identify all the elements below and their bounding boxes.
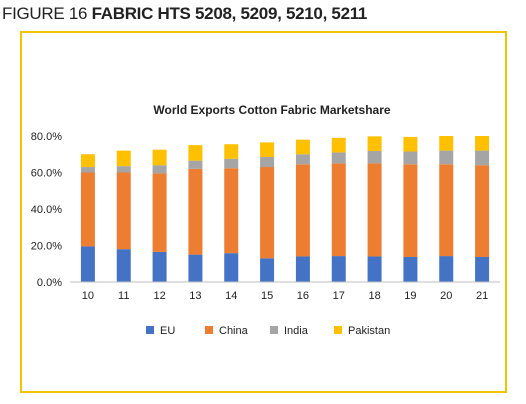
x-tick-label: 14	[225, 290, 237, 302]
bar-segment-eu	[367, 256, 382, 282]
bar-segment-pakistan	[403, 136, 418, 152]
legend: EU China India Pakistan	[146, 325, 390, 337]
bar-segment-eu	[331, 256, 346, 282]
bar-segment-india	[260, 156, 275, 168]
x-tick-label: 16	[297, 290, 309, 302]
bar-segment-india	[475, 150, 490, 166]
legend-label-pakistan: Pakistan	[348, 325, 390, 337]
bar-segment-china	[439, 164, 454, 257]
bar-segment-eu	[475, 256, 490, 282]
bar-segment-eu	[260, 258, 275, 282]
bar-segment-pakistan	[260, 142, 275, 157]
bar-segment-china	[188, 168, 203, 255]
y-tick-label: 80.0%	[31, 131, 62, 143]
legend-swatch-china	[205, 326, 213, 334]
bar-segment-pakistan	[331, 137, 346, 153]
bar-segment-china	[367, 163, 382, 257]
legend-swatch-india	[270, 326, 278, 334]
bar-segment-china	[224, 168, 239, 254]
x-axis: 10 11 12 13 14 15 16 17 18 19 20 21	[82, 290, 488, 302]
y-tick-label: 0.0%	[37, 277, 62, 289]
bar-segment-pakistan	[80, 154, 95, 168]
legend-label-china: China	[219, 325, 249, 337]
bar-segment-pakistan	[295, 139, 310, 155]
x-tick-label: 21	[476, 290, 488, 302]
x-tick-label: 17	[333, 290, 345, 302]
bar-segment-eu	[80, 246, 95, 282]
bar-segment-pakistan	[367, 136, 382, 151]
figure-heading: FIGURE 16 FABRIC HTS 5208, 5209, 5210, 5…	[2, 4, 367, 24]
bar-segment-india	[152, 165, 167, 174]
x-tick-label: 11	[118, 290, 129, 302]
bar-segment-eu	[403, 256, 418, 282]
bar-segment-india	[295, 154, 310, 165]
bar-segment-eu	[188, 254, 203, 282]
legend-label-eu: EU	[160, 325, 175, 337]
y-tick-label: 60.0%	[31, 168, 62, 180]
x-tick-label: 15	[261, 290, 273, 302]
bar-segment-china	[260, 167, 275, 259]
x-tick-label: 19	[404, 290, 416, 302]
chart-title: World Exports Cotton Fabric Marketshare	[153, 103, 390, 117]
x-tick-label: 20	[440, 290, 452, 302]
x-tick-label: 12	[153, 290, 165, 302]
legend-swatch-pakistan	[334, 326, 342, 334]
legend-label-india: India	[284, 325, 309, 337]
bar-segment-pakistan	[188, 145, 203, 161]
bar-segment-india	[224, 158, 239, 169]
bar-segment-india	[80, 167, 95, 173]
legend-swatch-eu	[146, 326, 154, 334]
bar-segment-china	[475, 165, 490, 257]
bar-segment-eu	[116, 249, 131, 282]
bar-segment-pakistan	[439, 136, 454, 151]
bars	[80, 136, 490, 282]
bar-segment-china	[295, 164, 310, 257]
bar-segment-india	[188, 160, 203, 169]
bar-segment-eu	[295, 256, 310, 282]
bar-segment-china	[152, 173, 167, 252]
bar-segment-india	[331, 152, 346, 164]
bar-segment-pakistan	[224, 144, 239, 159]
bar-segment-pakistan	[152, 149, 167, 166]
bar-segment-india	[367, 150, 382, 164]
bar-segment-india	[439, 150, 454, 165]
bar-segment-china	[403, 164, 418, 257]
y-tick-label: 40.0%	[31, 204, 62, 216]
x-tick-label: 18	[368, 290, 380, 302]
bar-segment-eu	[439, 256, 454, 282]
bar-segment-india	[403, 151, 418, 165]
bar-segment-china	[80, 172, 95, 247]
figure-number: FIGURE 16	[2, 4, 88, 23]
bar-segment-pakistan	[475, 136, 490, 151]
bar-segment-eu	[152, 251, 167, 282]
bar-segment-china	[331, 163, 346, 257]
bar-segment-eu	[224, 253, 239, 282]
y-tick-label: 20.0%	[31, 241, 62, 253]
x-tick-label: 10	[82, 290, 94, 302]
x-tick-label: 13	[189, 290, 201, 302]
bar-segment-india	[116, 166, 131, 173]
bar-segment-china	[116, 172, 131, 250]
y-axis: 0.0% 20.0% 40.0% 60.0% 80.0%	[31, 131, 62, 289]
bar-segment-pakistan	[116, 150, 131, 167]
figure-title: FABRIC HTS 5208, 5209, 5210, 5211	[91, 4, 368, 23]
